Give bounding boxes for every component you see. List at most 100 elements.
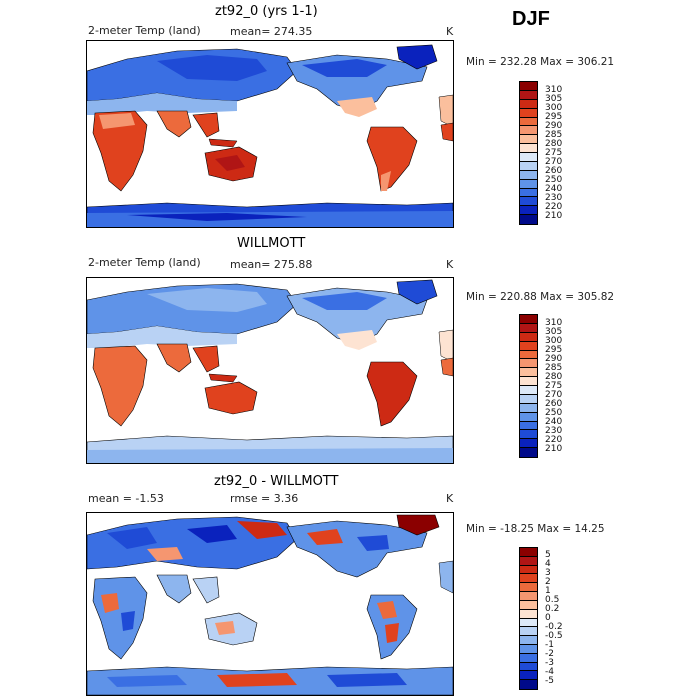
variable-label: 2-meter Temp (land) bbox=[88, 24, 201, 37]
colorbar-tick-label: 310 bbox=[545, 84, 563, 95]
colorbar-swatch bbox=[520, 386, 537, 395]
min-max-label: Min = 220.88 Max = 305.82 bbox=[466, 291, 615, 303]
colorbar-tick-label: 0.2 bbox=[545, 604, 560, 615]
colorbar-swatch bbox=[520, 377, 537, 386]
colorbar-tick-label: 270 bbox=[545, 389, 563, 400]
colorbar-swatch bbox=[520, 600, 537, 610]
colorbar bbox=[519, 81, 538, 225]
colorbar-tick-label: -4 bbox=[545, 666, 554, 677]
colorbar-tick-label: 220 bbox=[545, 201, 563, 212]
colorbar-swatch bbox=[520, 197, 537, 207]
colorbar-tick-label: 250 bbox=[545, 174, 563, 185]
colorbar-swatch bbox=[520, 206, 537, 216]
colorbar-swatch bbox=[520, 548, 537, 557]
unit-label: K bbox=[446, 258, 454, 271]
colorbar-tick-label: 230 bbox=[545, 192, 563, 203]
colorbar-tick-label: 1 bbox=[545, 586, 551, 597]
colorbar-swatch bbox=[520, 90, 537, 100]
variable-label: 2-meter Temp (land) bbox=[88, 256, 201, 269]
colorbar-tick-label: 290 bbox=[545, 120, 563, 131]
colorbar-swatch bbox=[520, 126, 537, 136]
colorbar-tick-label: 0.5 bbox=[545, 595, 560, 606]
mean-label: mean= 274.35 bbox=[230, 25, 313, 38]
colorbar-tick-label: 240 bbox=[545, 183, 563, 194]
colorbar-tick-label: 285 bbox=[545, 362, 563, 373]
colorbar-tick-label: -5 bbox=[545, 675, 554, 686]
colorbar-swatch bbox=[520, 636, 537, 645]
colorbar-swatch bbox=[520, 215, 537, 224]
colorbar-tick-label: -2 bbox=[545, 648, 554, 659]
colorbar bbox=[519, 314, 538, 458]
colorbar-swatch bbox=[520, 368, 537, 378]
unit-label: K bbox=[446, 25, 454, 38]
colorbar-tick-label: 3 bbox=[545, 568, 551, 579]
colorbar-swatch bbox=[520, 565, 537, 575]
colorbar-tick-label: 300 bbox=[545, 335, 563, 346]
colorbar-tick-label: 210 bbox=[545, 210, 563, 221]
colorbar-swatch bbox=[520, 439, 537, 449]
colorbar-swatch bbox=[520, 609, 537, 619]
panel-title: zt92_0 (yrs 1-1) bbox=[215, 4, 318, 19]
panel-title: zt92_0 - WILLMOTT bbox=[214, 474, 339, 489]
colorbar-tick-label: 305 bbox=[545, 326, 563, 337]
colorbar-tick-label: -1 bbox=[545, 639, 554, 650]
colorbar-tick-label: 260 bbox=[545, 398, 563, 409]
colorbar-tick-label: 280 bbox=[545, 138, 563, 149]
colorbar-tick-label: 240 bbox=[545, 416, 563, 427]
colorbar-tick-label: 290 bbox=[545, 353, 563, 364]
colorbar-tick-label: 250 bbox=[545, 407, 563, 418]
colorbar-swatch bbox=[520, 644, 537, 654]
colorbar-swatch bbox=[520, 448, 537, 457]
season-label: DJF bbox=[512, 8, 550, 30]
colorbar-swatch bbox=[520, 315, 537, 324]
colorbar-swatch bbox=[520, 108, 537, 118]
temperature-map bbox=[86, 40, 454, 228]
colorbar bbox=[519, 547, 538, 690]
colorbar-swatch bbox=[520, 653, 537, 663]
colorbar-tick-label: 285 bbox=[545, 129, 563, 140]
colorbar-tick-label: 230 bbox=[545, 425, 563, 436]
colorbar-swatch bbox=[520, 179, 537, 189]
colorbar-swatch bbox=[520, 421, 537, 431]
colorbar-tick-label: 275 bbox=[545, 147, 563, 158]
colorbar-swatch bbox=[520, 430, 537, 440]
colorbar-swatch bbox=[520, 144, 537, 153]
colorbar-swatch bbox=[520, 583, 537, 593]
colorbar-tick-label: 275 bbox=[545, 380, 563, 391]
colorbar-swatch bbox=[520, 412, 537, 422]
min-max-label: Min = -18.25 Max = 14.25 bbox=[466, 523, 605, 535]
colorbar-tick-label: 5 bbox=[545, 550, 551, 561]
colorbar-tick-label: 280 bbox=[545, 371, 563, 382]
colorbar-swatch bbox=[520, 153, 537, 162]
colorbar-tick-label: -0.5 bbox=[545, 630, 563, 641]
colorbar-swatch bbox=[520, 618, 537, 628]
min-max-label: Min = 232.28 Max = 306.21 bbox=[466, 56, 615, 68]
colorbar-swatch bbox=[520, 671, 537, 681]
colorbar-tick-label: 300 bbox=[545, 102, 563, 113]
colorbar-swatch bbox=[520, 403, 537, 413]
colorbar-tick-label: 0 bbox=[545, 613, 551, 623]
colorbar-swatch bbox=[520, 135, 537, 145]
colorbar-tick-label: 305 bbox=[545, 93, 563, 104]
colorbar-tick-label: 220 bbox=[545, 434, 563, 445]
colorbar-swatch bbox=[520, 627, 537, 637]
colorbar-swatch bbox=[520, 394, 537, 404]
colorbar-swatch bbox=[520, 350, 537, 360]
colorbar-tick-label: 2 bbox=[545, 577, 551, 588]
colorbar-swatch bbox=[520, 99, 537, 109]
colorbar-swatch bbox=[520, 323, 537, 333]
colorbar-tick-label: 210 bbox=[545, 443, 563, 454]
colorbar-tick-label: 260 bbox=[545, 165, 563, 176]
rmse-label: rmse = 3.36 bbox=[230, 492, 299, 505]
colorbar-swatch bbox=[520, 574, 537, 584]
colorbar-swatch bbox=[520, 117, 537, 127]
colorbar-swatch bbox=[520, 341, 537, 351]
colorbar-tick-label: -0.2 bbox=[545, 621, 563, 632]
mean-label: mean = -1.53 bbox=[88, 492, 164, 505]
difference-map bbox=[86, 512, 454, 696]
mean-label: mean= 275.88 bbox=[230, 258, 313, 271]
panel-title: WILLMOTT bbox=[237, 236, 306, 251]
colorbar-swatch bbox=[520, 662, 537, 672]
colorbar-tick-label: 4 bbox=[545, 559, 551, 570]
colorbar-tick-label: 270 bbox=[545, 156, 563, 167]
